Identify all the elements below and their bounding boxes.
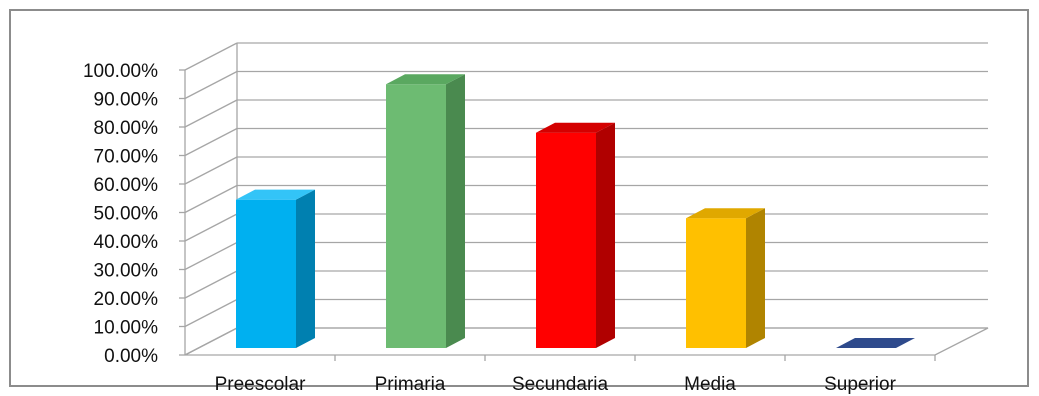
gridline-side [184,42,238,71]
gridline-side [184,241,238,271]
x-axis-category-labels: Preescolar Primaria Secundaria Media Superio… [215,374,897,395]
x-category-label: Secundaria [512,374,609,395]
bar-flat [836,338,915,348]
bar-superior [836,338,915,348]
bar-front [236,199,296,348]
y-tick-label: 10.00% [94,318,159,339]
y-tick-label: 30.00% [94,261,159,282]
bar-top [536,122,615,133]
y-tick-label: 0.00% [104,346,158,367]
floor [184,327,989,356]
bar-front [536,132,596,348]
x-category-label: Superior [824,374,896,395]
gridline-side [184,99,238,128]
bar-media [686,208,765,348]
bar-preescolar [236,189,315,348]
y-tick-label: 90.00% [94,90,159,111]
x-category-label: Primaria [375,374,446,395]
y-tick-label: 60.00% [94,175,159,196]
bar-secundaria [536,122,615,348]
gridline-side [184,270,238,299]
bar-top [686,208,765,219]
y-tick-label: 80.00% [94,118,159,139]
y-tick-label: 20.00% [94,289,159,310]
gridline-side [184,70,238,100]
x-category-label: Media [684,374,736,395]
x-category-label: Preescolar [215,374,306,395]
y-tick-label: 40.00% [94,232,159,253]
gridline-side [184,213,238,242]
bar-primaria [386,74,465,348]
bar-side [596,122,615,348]
bar-top [236,189,315,200]
y-tick-label: 100.00% [83,61,158,82]
y-tick-label: 50.00% [94,204,159,225]
gridline-side [184,298,238,328]
bar-front [386,84,446,348]
y-axis-tick-labels: 0.00% 10.00% 20.00% 30.00% 40.00% 50.00% 60.00… [83,61,158,367]
bar-side [446,74,465,348]
gridline-side [184,127,238,157]
bar-top [386,74,465,85]
y-tick-label: 70.00% [94,147,159,168]
gridline-side [184,184,238,214]
bars [236,74,915,348]
bar-side [746,208,765,348]
bar-side [296,189,315,348]
bar-front [686,218,746,348]
gridline-side [184,156,238,185]
